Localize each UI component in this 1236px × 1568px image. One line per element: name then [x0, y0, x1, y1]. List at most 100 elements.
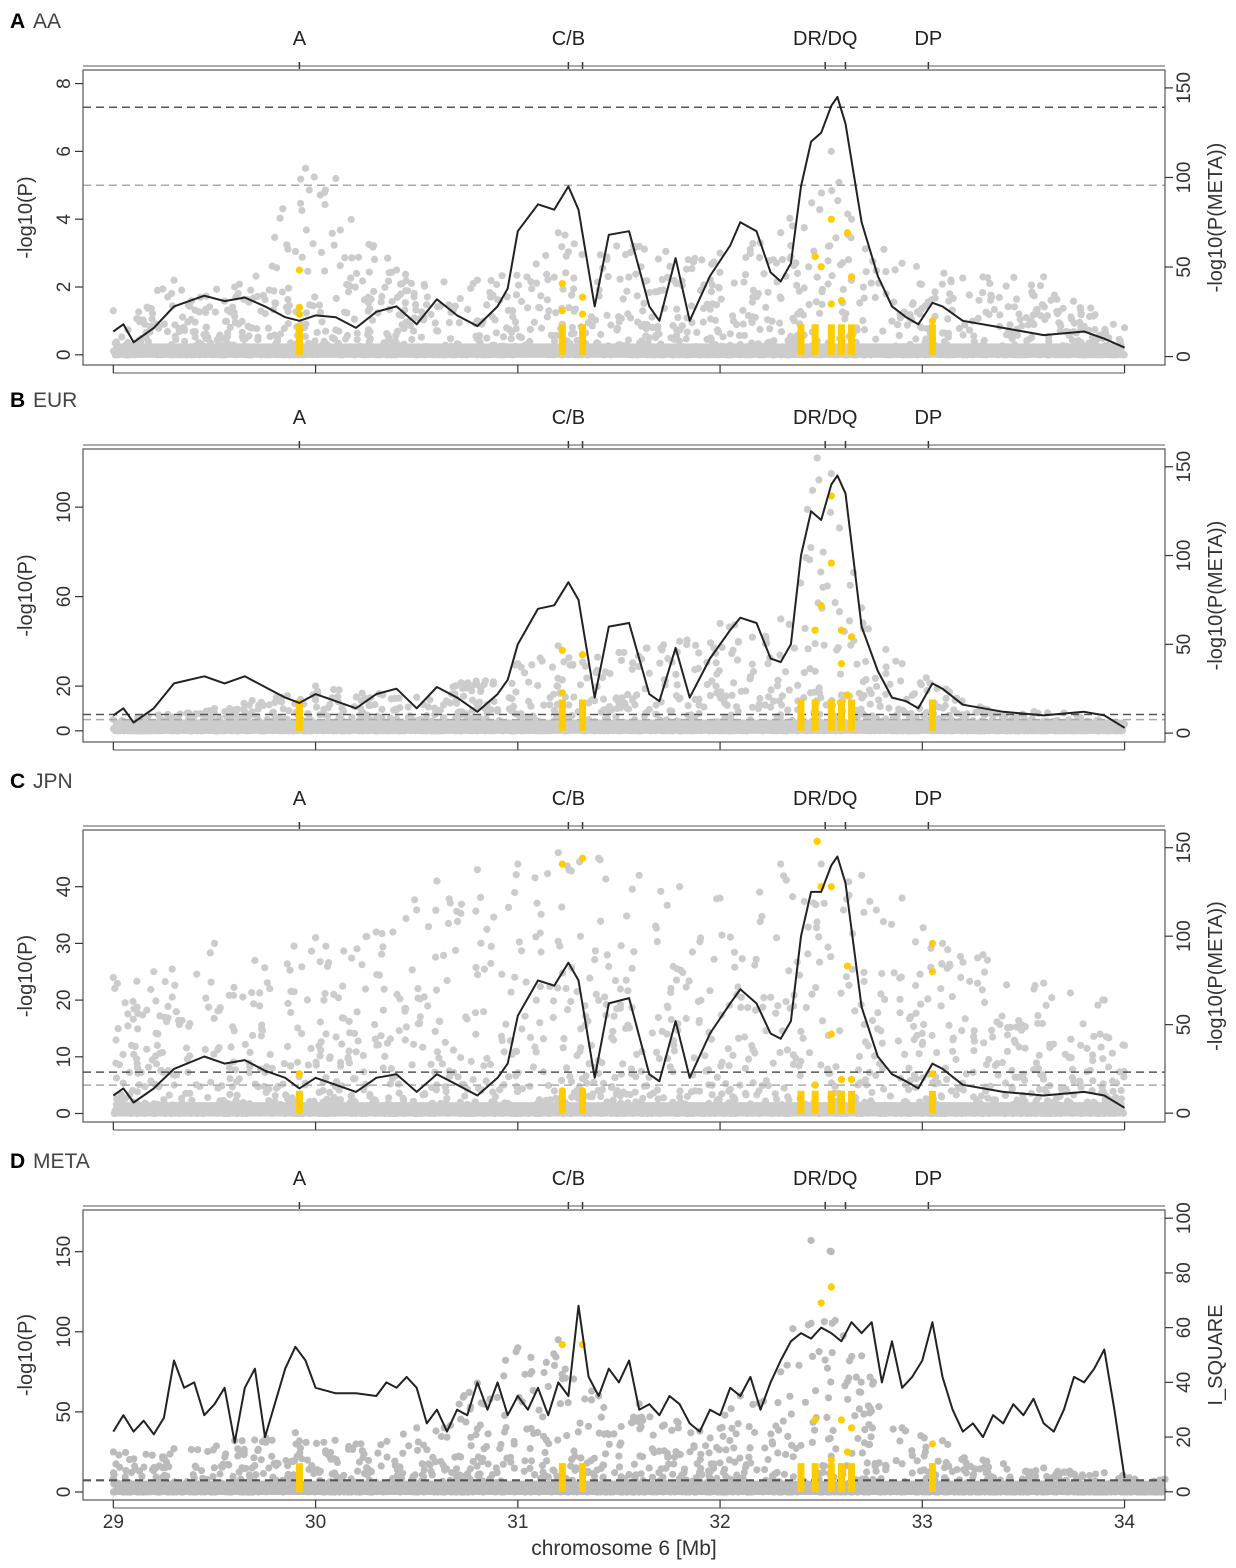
- snp-point: [1057, 321, 1064, 328]
- snp-peak-point: [413, 694, 420, 701]
- snp-point: [949, 993, 956, 1000]
- snp-point: [1023, 314, 1030, 321]
- snp-point: [230, 992, 237, 999]
- snp-point: [440, 278, 447, 285]
- snp-point: [892, 658, 899, 665]
- snp-point: [377, 1032, 384, 1039]
- snp-point: [792, 259, 799, 266]
- snp-point: [905, 1065, 912, 1072]
- snp-point: [554, 682, 561, 689]
- snp-point: [175, 325, 182, 332]
- snp-point: [937, 985, 944, 992]
- y-tick-label: 6: [54, 146, 75, 157]
- snp-point: [1075, 337, 1082, 344]
- snp-point: [1004, 1048, 1011, 1055]
- snp-point: [779, 692, 786, 699]
- snp-points: [111, 856, 1128, 1117]
- snp-point: [183, 1044, 190, 1051]
- snp-point: [766, 325, 773, 332]
- snp-peak-point: [231, 283, 238, 290]
- snp-point: [845, 982, 852, 989]
- snp-point: [772, 1090, 779, 1097]
- snp-point: [958, 1027, 965, 1034]
- snp-point: [819, 301, 826, 308]
- snp-point: [996, 1021, 1003, 1028]
- snp-point: [129, 1087, 136, 1094]
- snp-point: [624, 691, 631, 698]
- snp-point: [320, 997, 327, 1004]
- snp-point: [729, 312, 736, 319]
- snp-point: [558, 243, 565, 250]
- snp-point: [768, 686, 775, 693]
- snp-point: [239, 993, 246, 1000]
- snp-point: [141, 1083, 148, 1090]
- snp-point: [695, 696, 702, 703]
- snp-point: [896, 332, 903, 339]
- snp-point: [817, 568, 824, 575]
- snp-point: [685, 256, 692, 263]
- snp-peak-point: [332, 175, 339, 182]
- snp-point: [255, 334, 262, 341]
- snp-point: [920, 924, 927, 931]
- snp-point: [745, 1056, 752, 1063]
- snp-point: [980, 1039, 987, 1046]
- snp-point: [513, 325, 520, 332]
- snp-point: [456, 319, 463, 326]
- snp-point: [222, 318, 229, 325]
- snp-point: [396, 1027, 403, 1034]
- snp-point: [322, 328, 329, 335]
- snp-point: [204, 1094, 211, 1101]
- snp-point: [558, 1077, 565, 1084]
- snp-point: [1029, 291, 1036, 298]
- snp-point: [156, 1050, 163, 1057]
- snp-point: [591, 956, 598, 963]
- snp-point: [528, 285, 535, 292]
- snp-point: [446, 319, 453, 326]
- snp-point: [381, 284, 388, 291]
- snp-point: [643, 277, 650, 284]
- snp-point: [562, 269, 569, 276]
- snp-point: [1118, 1087, 1125, 1094]
- snp-point: [734, 656, 741, 663]
- snp-point: [1028, 334, 1035, 341]
- snp-peak-point: [110, 307, 117, 314]
- snp-point: [840, 906, 847, 913]
- snp-point: [1013, 1023, 1020, 1030]
- snp-point: [321, 990, 328, 997]
- snp-point: [536, 304, 543, 311]
- snp-point: [525, 679, 532, 686]
- snp-point: [791, 645, 798, 652]
- snp-point: [269, 263, 276, 270]
- snp-point: [231, 1027, 238, 1034]
- snp-point: [654, 323, 661, 330]
- snp-point: [707, 692, 714, 699]
- snp-point: [815, 476, 822, 483]
- snp-point: [112, 1036, 119, 1043]
- snp-point: [800, 1035, 807, 1042]
- snp-point: [546, 701, 553, 708]
- snp-point: [346, 1029, 353, 1036]
- snp-point: [156, 1012, 163, 1019]
- snp-peak-point: [828, 148, 835, 155]
- snp-point: [802, 625, 809, 632]
- snp-point: [672, 671, 679, 678]
- snp-point: [856, 299, 863, 306]
- snp-point: [389, 928, 396, 935]
- snp-point: [162, 978, 169, 985]
- hla-point: [296, 311, 303, 318]
- snp-point: [827, 953, 834, 960]
- snp-point: [996, 311, 1003, 318]
- y-tick-label: 4: [54, 213, 75, 224]
- snp-point: [483, 335, 490, 342]
- snp-point: [249, 1032, 256, 1039]
- snp-point: [483, 1077, 490, 1084]
- snp-point: [490, 914, 497, 921]
- hla-bar: [812, 324, 819, 355]
- snp-point: [1044, 312, 1051, 319]
- snp-point: [623, 977, 630, 984]
- snp-point: [966, 978, 973, 985]
- snp-point: [674, 314, 681, 321]
- snp-point: [825, 1070, 832, 1077]
- snp-point: [847, 582, 854, 589]
- snp-point: [1089, 1077, 1096, 1084]
